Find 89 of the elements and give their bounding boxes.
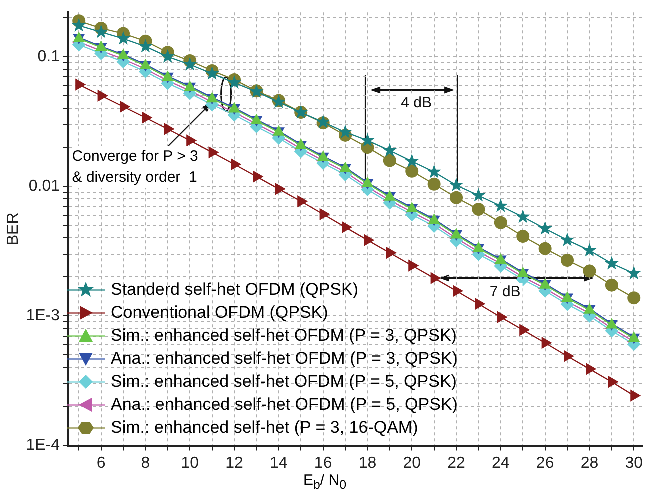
point — [542, 337, 552, 349]
point — [142, 112, 152, 124]
point — [342, 222, 352, 234]
legend-label: Sim.: enhanced self-het OFDM (P = 3, QPSK) — [111, 326, 457, 346]
legend-label: Sim.: enhanced self-het OFDM (P = 5, QPSK) — [111, 372, 457, 392]
point — [120, 101, 130, 113]
y-tick-label: 0.01 — [28, 178, 60, 195]
point — [98, 90, 108, 102]
point — [231, 158, 242, 170]
x-axis-title: E$_{b}$/ N$_{0}$ — [302, 472, 348, 492]
point — [382, 143, 398, 157]
point — [338, 124, 353, 138]
y-axis-title: BER — [5, 212, 22, 246]
point — [427, 164, 442, 178]
x-tick-label: 12 — [226, 454, 244, 472]
x-tick-label: 26 — [536, 454, 554, 472]
x-tick-label: 24 — [492, 454, 510, 472]
point — [475, 298, 486, 310]
point — [450, 191, 464, 204]
point — [608, 376, 618, 388]
point — [630, 390, 641, 402]
point — [208, 146, 219, 158]
point — [408, 260, 419, 272]
point — [449, 178, 464, 192]
point — [138, 39, 153, 53]
point — [360, 133, 375, 147]
point — [227, 75, 242, 89]
point — [472, 203, 486, 216]
point — [298, 196, 308, 208]
point — [538, 221, 552, 235]
point — [94, 24, 108, 38]
legend-label: Standerd self-het OFDM (QPSK) — [111, 280, 359, 300]
point — [453, 285, 464, 297]
point — [472, 188, 486, 202]
point — [430, 272, 441, 284]
y-tick-label: 1E-3 — [26, 308, 60, 325]
point — [160, 49, 176, 64]
x-tick-label: 8 — [141, 454, 150, 472]
point — [386, 247, 396, 259]
point — [626, 266, 642, 280]
point — [582, 243, 597, 257]
legend-label: Ana.: enhanced self-het OFDM (P = 5, QPSK) — [111, 394, 458, 414]
x-tick-label: 14 — [270, 454, 288, 472]
point — [564, 350, 574, 362]
point — [516, 210, 530, 224]
x-tick-label: 16 — [314, 454, 332, 472]
point — [253, 171, 264, 182]
x-tick-label: 20 — [403, 454, 422, 472]
legend-label: Conventional OFDM (QPSK) — [111, 302, 328, 322]
x-tick-label: 28 — [580, 454, 599, 472]
point — [516, 230, 530, 243]
point — [583, 264, 596, 278]
x-tick-label: 18 — [358, 454, 377, 472]
point — [494, 198, 508, 212]
point — [561, 254, 574, 267]
point — [76, 79, 86, 90]
point — [205, 66, 220, 80]
point — [628, 292, 641, 305]
point — [364, 234, 374, 246]
annotation: Converge for P > 3 & diversity order 1 — [72, 146, 198, 188]
point — [383, 154, 396, 168]
legend-label: Sim.: enhanced self-het (P = 3, 16-QAM) — [111, 418, 418, 438]
legend-label: Ana.: enhanced self-het OFDM (P = 3, QPSK) — [111, 348, 458, 368]
point — [604, 256, 620, 270]
x-tick-label: 22 — [448, 454, 466, 472]
point — [320, 208, 330, 220]
point — [406, 164, 419, 178]
point — [182, 57, 198, 71]
y-tick-label: 1E-4 — [26, 437, 60, 454]
point — [72, 18, 86, 32]
point — [560, 232, 575, 246]
point — [428, 178, 441, 191]
point — [494, 216, 508, 230]
x-tick-label: 30 — [625, 454, 644, 472]
annotation: 4 dB — [401, 94, 432, 112]
point — [186, 134, 197, 146]
point — [116, 31, 131, 45]
x-tick-label: 6 — [96, 454, 106, 472]
annotation: 7 dB — [490, 283, 521, 300]
point — [538, 242, 552, 256]
point — [497, 312, 508, 324]
point — [404, 154, 420, 168]
point — [164, 124, 174, 135]
y-tick-label: 0.1 — [38, 48, 60, 66]
point — [520, 324, 530, 336]
x-tick-label: 10 — [181, 454, 200, 472]
point — [586, 364, 596, 375]
point — [605, 278, 618, 292]
point — [275, 183, 286, 195]
